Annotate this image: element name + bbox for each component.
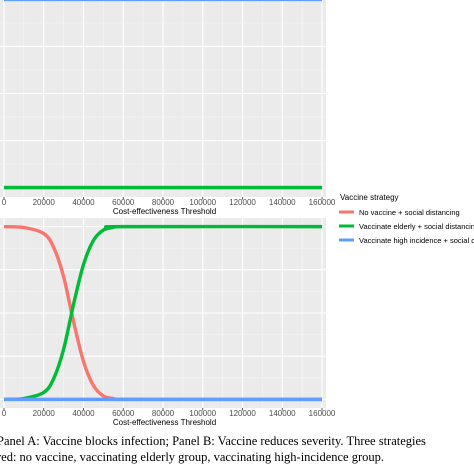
legend: Vaccine strategy No vaccine + social dis… [339, 193, 474, 245]
panel-b-x-tick-label: 100000 [189, 409, 216, 418]
panel-a-x-tick-label: 0 [2, 198, 7, 207]
panel-a-x-tick-label: 20000 [33, 198, 56, 207]
panel-a-x-tick-label: 120000 [229, 198, 256, 207]
legend-item-no-vaccine: No vaccine + social distancing [339, 208, 460, 217]
legend-label-vaccinate-high-incidence: Vaccinate high incidence + social distan… [359, 236, 474, 245]
panel-b-series-vaccinate-elderly-social-distancing [3, 224, 323, 402]
panel-b-x-tick-label: 120000 [229, 409, 256, 418]
panel-b-x-tick-label: 80000 [152, 409, 175, 418]
panel-b-x-tick-label: 0 [2, 409, 7, 418]
panel-b-x-tick-label: 20000 [33, 409, 56, 418]
panel-a-x-axis-title: Cost-effectiveness Threshold [113, 207, 216, 216]
figure-caption: Panel A: Vaccine blocks infection; Panel… [0, 433, 474, 474]
panel-a-x-tick-label: 140000 [269, 198, 296, 207]
panel-b-x-tick-label: 140000 [269, 409, 296, 418]
legend-item-vaccinate-high-incidence: Vaccinate high incidence + social distan… [339, 236, 474, 245]
panel-a-x-tick-label: 160000 [309, 198, 336, 207]
panel-b-chart: 0 20000 40000 60000 80000 100000 120000 140000 1… [0, 218, 336, 427]
panel-a-x-tick-label: 40000 [72, 198, 95, 207]
panel-b-x-tick-label: 40000 [72, 409, 95, 418]
caption-line-2: red: no vaccine, vaccinating elderly gro… [0, 450, 384, 464]
panel-b-x-tick-label: 60000 [112, 409, 135, 418]
panel-b-x-axis-title: Cost-effectiveness Threshold [113, 418, 216, 427]
legend-label-vaccinate-elderly: Vaccinate elderly + social distancing [359, 222, 474, 231]
panel-b-x-tick-label: 160000 [309, 409, 336, 418]
legend-label-no-vaccine: No vaccine + social distancing [359, 208, 460, 217]
legend-item-vaccinate-elderly: Vaccinate elderly + social distancing [339, 222, 474, 231]
panel-a-x-tick-label: 60000 [112, 198, 135, 207]
panel-a-x-tick-label: 100000 [189, 198, 216, 207]
caption-line-1: Panel A: Vaccine blocks infection; Panel… [0, 434, 426, 448]
panel-a-chart: 0 20000 40000 60000 80000 100000 120000 140000 1… [0, 0, 336, 216]
legend-title: Vaccine strategy [340, 193, 399, 202]
panel-a-x-tick-label: 80000 [152, 198, 175, 207]
